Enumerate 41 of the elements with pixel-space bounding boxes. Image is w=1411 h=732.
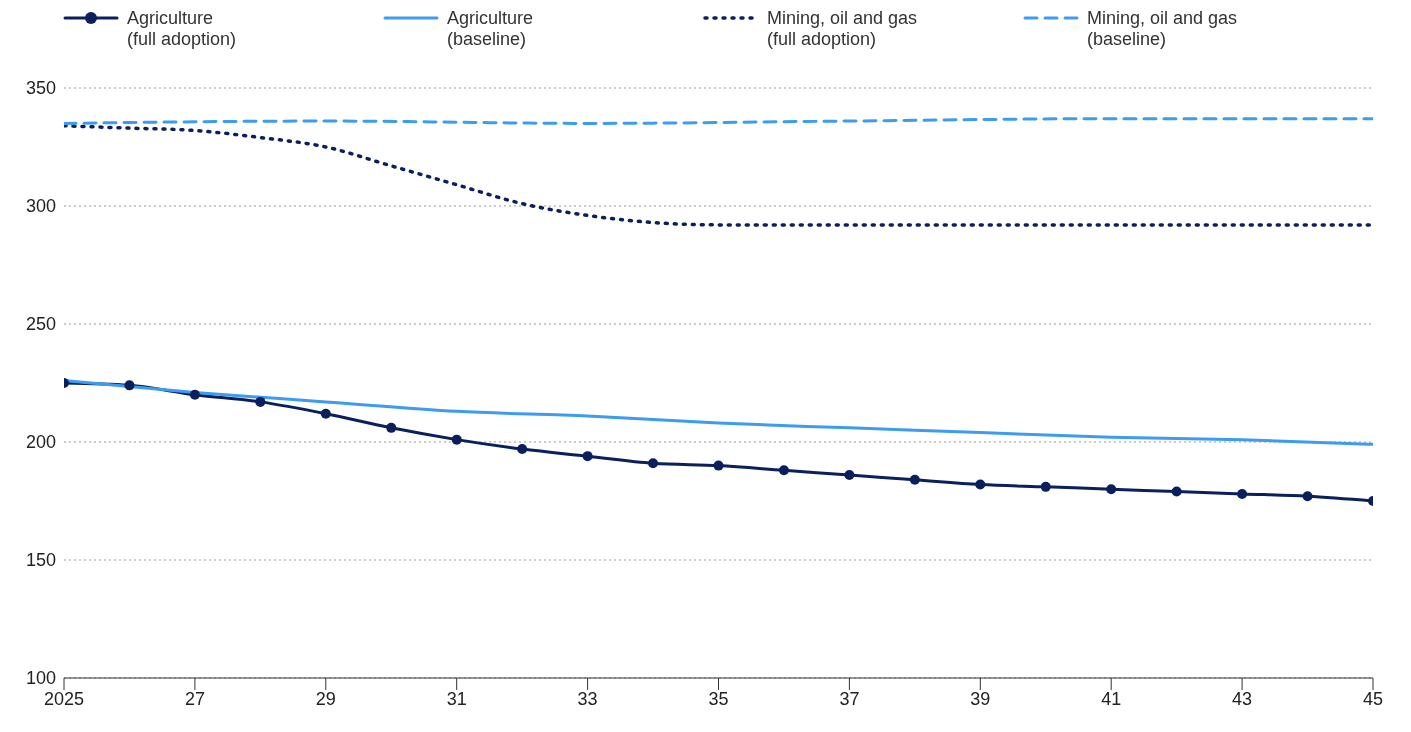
legend-label: Agriculture (full adoption) — [127, 8, 237, 50]
point — [1106, 484, 1117, 495]
y-tick-label: 150 — [25, 550, 56, 571]
point — [778, 465, 789, 476]
point — [124, 380, 135, 391]
point — [844, 470, 855, 481]
legend-label: Agriculture (baseline) — [447, 8, 534, 50]
point — [909, 474, 920, 485]
point — [1171, 486, 1182, 497]
x-tick-label: 37 — [839, 688, 860, 709]
point — [255, 396, 266, 407]
x-tick-label: 45 — [1362, 688, 1384, 709]
x-tick-label: 31 — [446, 688, 467, 709]
y-tick-label: 300 — [25, 196, 56, 217]
point — [713, 460, 724, 471]
point — [1040, 481, 1051, 492]
x-tick-label: 29 — [315, 688, 336, 709]
point — [582, 451, 593, 462]
point — [648, 458, 659, 469]
point — [189, 389, 200, 400]
point — [386, 422, 397, 433]
point — [975, 479, 986, 490]
legend-label: Mining, oil and gas (full adoption) — [767, 8, 918, 50]
point — [1237, 488, 1248, 499]
y-tick-label: 250 — [25, 314, 56, 335]
x-tick-label: 41 — [1101, 688, 1122, 709]
point — [1302, 491, 1313, 502]
x-tick-label: 2025 — [43, 688, 85, 709]
y-tick-label: 200 — [25, 432, 56, 453]
y-tick-label: 100 — [25, 668, 56, 689]
point — [451, 434, 462, 445]
point — [517, 444, 528, 455]
x-tick-label: 43 — [1232, 688, 1253, 709]
line-series — [64, 124, 1373, 227]
x-tick-label: 27 — [184, 688, 205, 709]
y-tick-label: 350 — [25, 78, 56, 99]
x-tick-label: 33 — [577, 688, 598, 709]
x-tick-label: 35 — [708, 688, 729, 709]
x-tick-label: 39 — [970, 688, 991, 709]
point — [320, 408, 331, 419]
legend-label: Mining, oil and gas (baseline) — [1087, 8, 1238, 50]
